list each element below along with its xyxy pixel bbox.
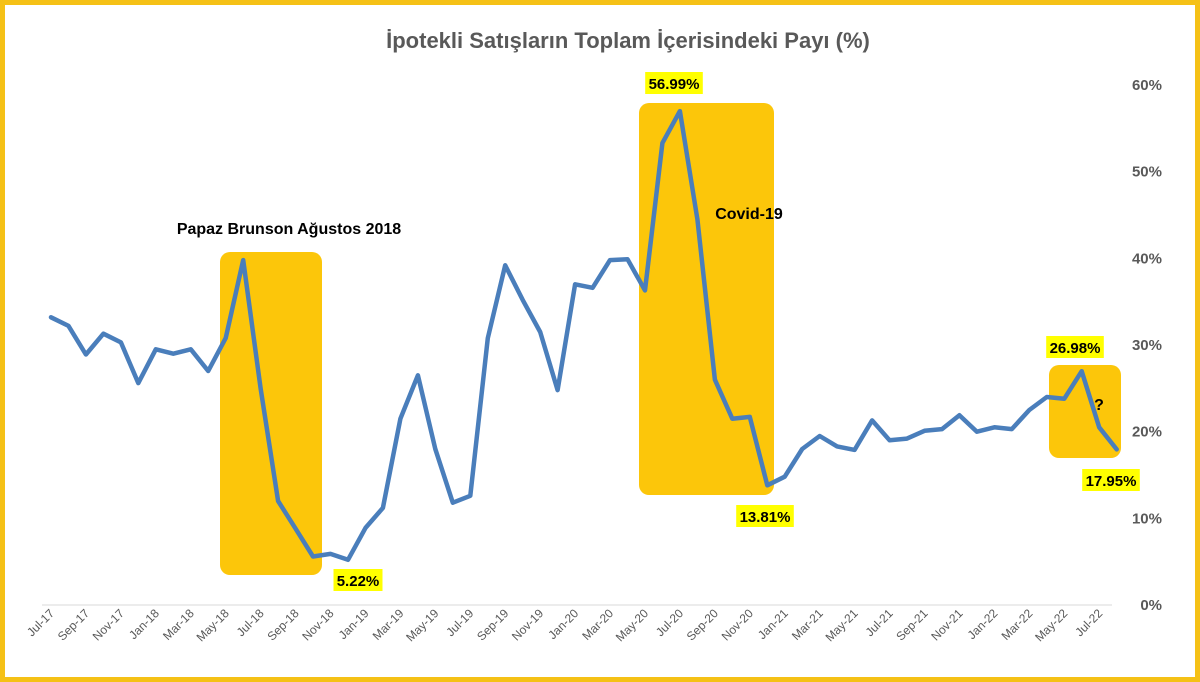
y-tick-label: 50% [1132,164,1162,181]
x-tick-label: Sep-18 [264,606,301,643]
x-tick-label: May-20 [613,606,651,644]
x-tick-label: Nov-17 [90,606,127,643]
x-tick-label: Sep-21 [893,606,930,643]
y-tick-label: 30% [1132,337,1162,354]
chart-title: İpotekli Satışların Toplam İçerisindeki … [386,28,870,53]
x-tick-label: Jul-20 [653,606,686,639]
annotation-label: Papaz Brunson Ağustos 2018 [177,221,401,238]
series-line-0 [48,108,1119,563]
x-tick-label: Mar-20 [579,606,616,643]
x-tick-label: Sep-17 [55,606,92,643]
x-tick-label: Sep-20 [684,606,721,643]
x-tick-label: May-22 [1032,606,1070,644]
x-tick-label: Jan-18 [126,606,162,642]
annotation-label: ? [1094,397,1104,414]
y-tick-label: 40% [1132,250,1162,267]
x-tick-label: Jan-19 [336,606,372,642]
data-label-bg [736,505,794,527]
x-tick-label: Jan-21 [755,606,791,642]
x-tick-label: Mar-22 [999,606,1036,643]
data-label: 13.81% [740,509,791,526]
series-layer [48,108,1119,563]
data-label-bg [1046,336,1104,358]
y-tick-label: 0% [1140,597,1162,614]
x-tick-label: Mar-18 [160,606,197,643]
y-tick-label: 10% [1132,510,1162,527]
data-labels: 56.99% 5.22% 13.81% 26.98% 17.95% [333,72,1140,591]
data-label: 17.95% [1086,473,1137,490]
data-label-bg [645,72,703,94]
x-tick-label: Jul-17 [24,606,57,639]
x-tick-label: Jul-21 [863,606,896,639]
y-tick-label: 60% [1132,77,1162,94]
x-tick-label: Mar-19 [370,606,407,643]
x-tick-label: May-21 [823,606,861,644]
y-axis-ticks: 0% 10% 20% 30% 40% 50% 60% [1132,77,1162,614]
y-tick-label: 20% [1132,424,1162,441]
x-tick-label: May-18 [194,606,232,644]
x-tick-label: Jan-20 [545,606,581,642]
data-label-bg [1082,469,1140,491]
x-tick-label: Jul-19 [443,606,476,639]
x-tick-label: Sep-19 [474,606,511,643]
x-tick-label: Nov-19 [509,606,546,643]
x-tick-label: Jul-22 [1072,606,1105,639]
x-tick-label: Nov-18 [299,606,336,643]
annotation-label: Covid-19 [715,206,783,223]
data-label: 5.22% [337,573,380,590]
data-label: 26.98% [1050,340,1101,357]
x-tick-label: Nov-21 [928,606,965,643]
x-tick-label: Jan-22 [965,606,1001,642]
data-label: 56.99% [649,76,700,93]
highlight-boxes [220,103,1121,575]
x-tick-label: Nov-20 [719,606,756,643]
annotations: Papaz Brunson Ağustos 2018 Covid-19? [177,206,1104,414]
x-tick-label: May-19 [403,606,441,644]
data-label-bg [333,569,383,591]
x-tick-label: Mar-21 [789,606,826,643]
highlight-box-brunson [220,252,322,575]
x-tick-label: Jul-18 [234,606,267,639]
